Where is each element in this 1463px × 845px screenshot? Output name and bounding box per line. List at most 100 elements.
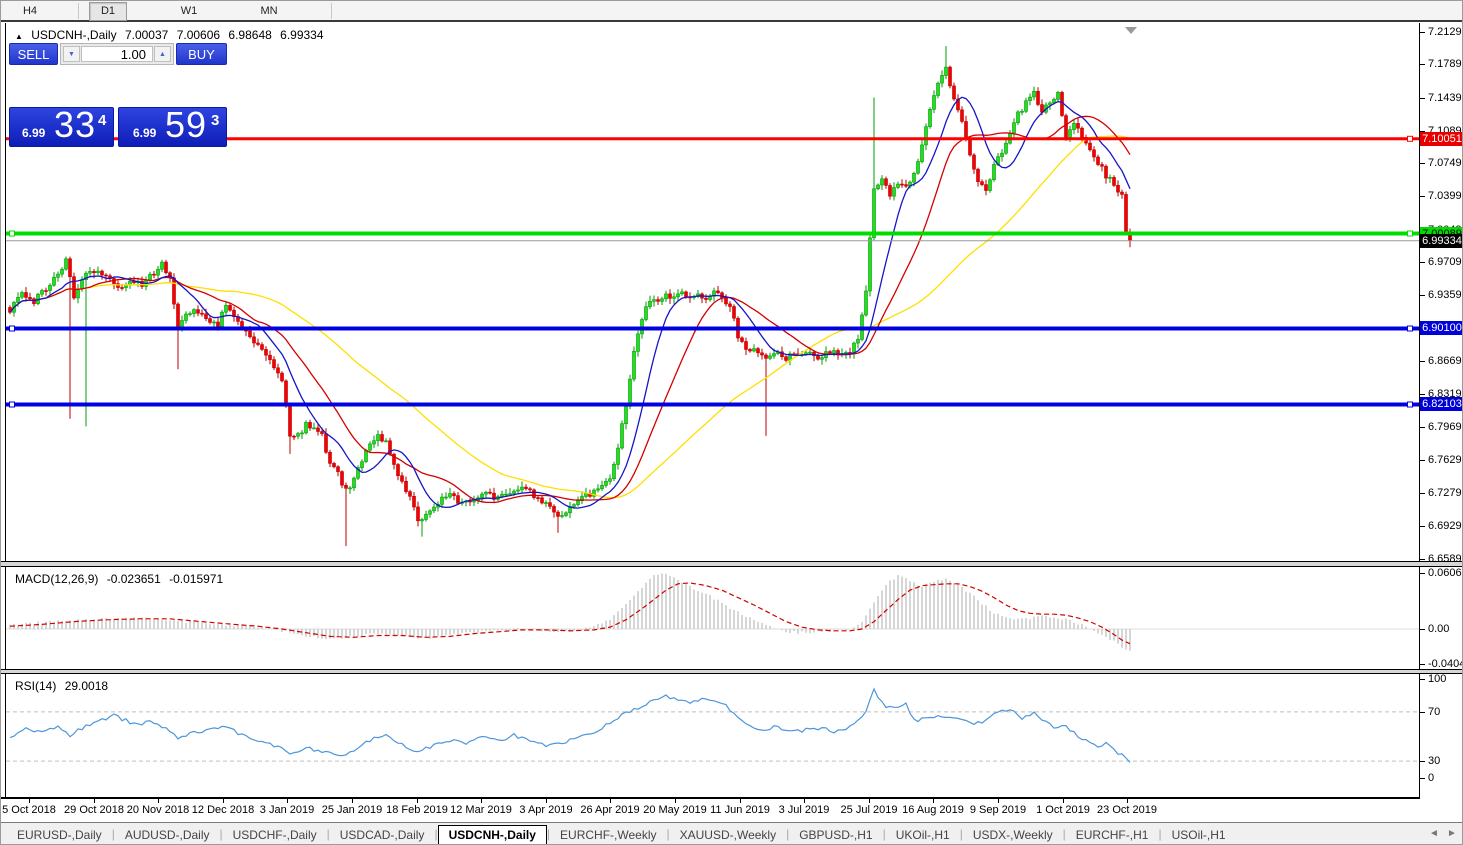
chart-tab-ukoil-h1[interactable]: UKOil-,H1 [895,828,950,842]
price-tick-mark [1419,262,1425,263]
price-tick-mark [1419,460,1425,461]
collapse-triangle-icon[interactable]: ▲ [15,32,23,41]
tab-separator: | [666,827,670,841]
sell-price-big: 33 [54,104,97,145]
sell-button[interactable]: SELL [9,43,58,65]
date-tick-mark [610,799,611,803]
symbol-header: ▲ USDCNH-,Daily 7.00037 7.00606 6.98648 … [15,28,329,42]
price-tick-mark [1419,361,1425,362]
toolbar-separator [78,3,79,19]
tab-separator: | [111,827,115,841]
chart-tab-usdcnh-daily[interactable]: USDCNH-,Daily [437,825,547,844]
timeframe-button-mn[interactable]: MN [260,5,278,17]
chart-tab-usoil-h1[interactable]: USOil-,H1 [1171,828,1226,842]
chart-shift-marker [1125,27,1137,34]
price-tick-mark [1419,32,1425,33]
chart-tab-bar: EURUSD-,Daily | AUDUSD-,Daily | USDCHF-,Dail… [1,822,1462,844]
macd-tick-mark [1419,573,1425,574]
chart-tab-eurchf-h1[interactable]: EURCHF-,H1 [1075,828,1149,842]
rsi-tick-label: 30 [1428,755,1441,767]
price-level-label: 6.99334 [1420,234,1462,248]
toolbar-separator [331,3,332,19]
price-tick-label: 7.21290 [1428,26,1462,38]
tabs-scroll-right-button[interactable]: ► [1447,828,1457,839]
date-tick-mark [933,799,934,803]
rsi-tick-mark [1419,679,1425,680]
price-tick-label: 7.07490 [1428,157,1462,169]
chart-tab-usdchf-daily[interactable]: USDCHF-,Daily [232,828,317,842]
date-tick-label: 9 Sep 2019 [969,804,1027,816]
date-tick-mark [1127,799,1128,803]
sell-price-panel[interactable]: 6.99 33 4 [9,104,114,147]
macd-tick-mark [1419,629,1425,630]
price-tick-mark [1419,427,1425,428]
buy-price-big: 59 [165,104,208,145]
rsi-line [9,687,1131,763]
date-tick-label: 26 Apr 2019 [580,804,640,816]
tabs-scroll-left-button[interactable]: ◄ [1429,828,1439,839]
price-tick-label: 6.86690 [1428,355,1462,367]
price-tick-label: 7.17890 [1428,58,1462,70]
date-tick-mark [1063,799,1064,803]
timeframe-button-h4[interactable]: H4 [22,5,38,17]
buy-price-superscript: 3 [211,112,220,129]
rsi-label: RSI(14) [15,679,57,693]
chart-tab-xauusd-weekly[interactable]: XAUUSD-,Weekly [679,828,777,842]
tab-separator: | [1158,827,1162,841]
price-tick-mark [1419,295,1425,296]
timeframe-button-w1[interactable]: W1 [180,5,198,17]
tab-separator: | [326,827,330,841]
date-tick-label: 18 Feb 2019 [386,804,448,816]
volume-input[interactable]: 1.00 [81,46,153,62]
date-tick-mark [740,799,741,803]
rsi-chart-canvas[interactable] [6,674,1419,797]
panel-splitter[interactable] [1,561,1462,567]
price-tick-mark [1419,98,1425,99]
volume-decrease-button[interactable]: ▼ [63,46,80,62]
chart-tab-audusd-daily[interactable]: AUDUSD-,Daily [124,828,210,842]
ohlc-low: 6.98648 [228,28,272,42]
price-tick-label: 6.72790 [1428,487,1462,499]
panel-splitter[interactable] [1,669,1462,674]
chart-tab-eurchf-weekly[interactable]: EURCHF-,Weekly [560,828,657,842]
buy-button[interactable]: BUY [176,43,227,65]
price-tick-mark [1419,196,1425,197]
date-tick-label: 12 Dec 2018 [191,804,255,816]
buy-price-prefix: 6.99 [133,126,157,140]
macd-main-value: -0.023651 [106,572,161,586]
date-tick-mark [675,799,676,803]
date-tick-mark [417,799,418,803]
date-tick-mark [94,799,95,803]
rsi-header: RSI(14) 29.0018 [15,679,113,693]
volume-increase-button[interactable]: ▲ [154,46,171,62]
date-tick-mark [869,799,870,803]
chart-tab-usdcad-daily[interactable]: USDCAD-,Daily [339,828,425,842]
rsi-tick-label: 100 [1428,673,1447,685]
chart-tab-gbpusd-h1[interactable]: GBPUSD-,H1 [799,828,873,842]
symbol-title: USDCNH-,Daily [31,28,117,42]
ohlc-high: 7.00606 [176,28,221,42]
timeframe-button-d1[interactable]: D1 [89,2,127,21]
date-tick-label: 3 Jul 2019 [778,804,830,816]
date-tick-label: 3 Jan 2019 [259,804,315,816]
macd-signal-line [9,582,1131,645]
macd-tick-label: 0.00 [1428,623,1450,635]
main-chart-canvas[interactable] [6,24,1419,561]
timeframe-toolbar: H4 D1 W1 MN [1,1,1462,22]
rsi-tick-mark [1419,712,1425,713]
price-tick-mark [1419,64,1425,65]
chart-left-border [5,23,6,799]
chart-axis-border [1419,23,1420,799]
tab-separator: | [546,827,551,841]
date-tick-mark [158,799,159,803]
macd-header: MACD(12,26,9) -0.023651 -0.015971 [15,572,228,586]
chart-tab-eurusd-daily[interactable]: EURUSD-,Daily [17,828,102,842]
macd-chart-canvas[interactable] [6,567,1419,669]
rsi-tick-mark [1419,778,1425,779]
buy-price-panel[interactable]: 6.99 59 3 [118,104,227,147]
price-tick-label: 6.69290 [1428,520,1462,532]
macd-tick-label: 0.060687 [1428,567,1462,579]
price-tick-mark [1419,163,1425,164]
chart-tab-usdx-weekly[interactable]: USDX-,Weekly [972,828,1053,842]
